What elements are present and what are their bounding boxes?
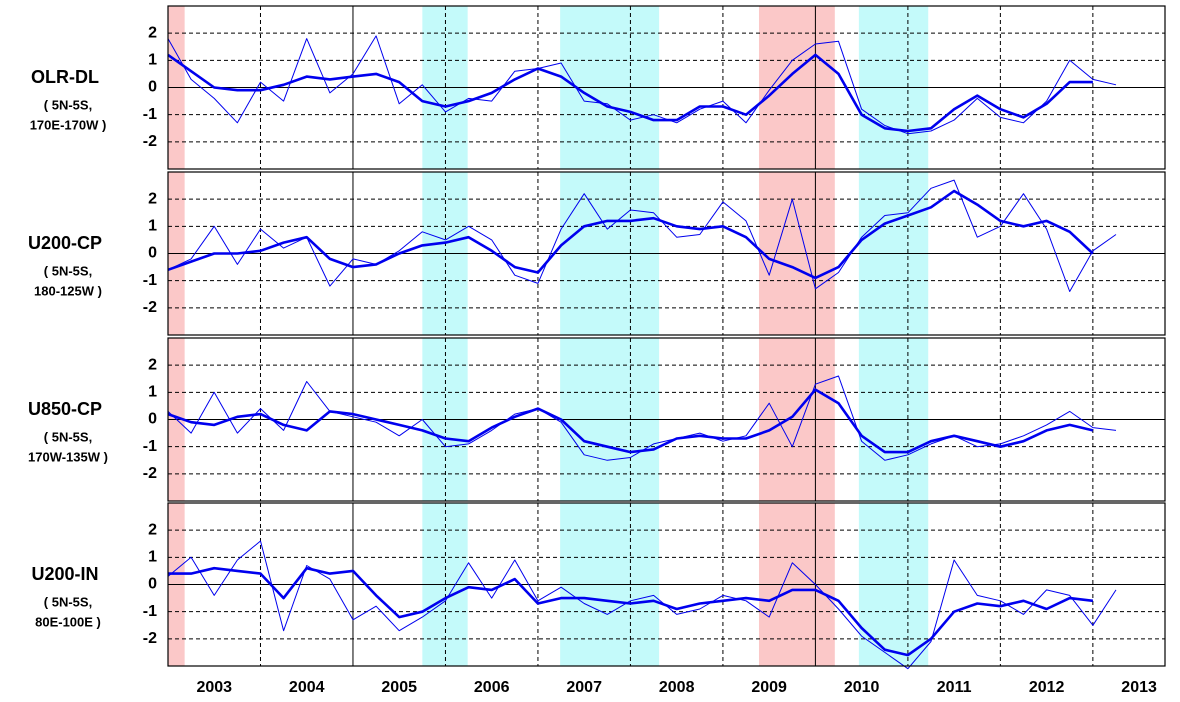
y-tick-label: 2 [148,190,157,207]
panel-subtitle: ( 5N-5S, [44,594,92,609]
y-tick-label: 1 [148,52,157,69]
y-tick-label: 1 [148,549,157,566]
panel-subtitle: 170E-170W ) [30,117,107,132]
panel-subtitle: ( 5N-5S, [44,97,92,112]
smoothed-line [167,189,1094,280]
x-tick-label: 2009 [751,679,787,696]
panel-subtitle: 80E-100E ) [35,614,101,629]
y-tick-label: -1 [143,603,157,620]
x-tick-label: 2005 [381,679,417,696]
panel-title: U200-IN [31,564,98,584]
smoothed-line [167,388,1094,454]
monthly-line [167,179,1117,292]
y-tick-label: 1 [148,218,157,235]
x-tick-label: 2010 [844,679,880,696]
y-tick-label: 2 [148,24,157,41]
y-tick-label: 1 [148,384,157,401]
x-tick-label: 2013 [1121,679,1157,696]
y-tick-label: 0 [148,79,157,96]
y-tick-label: -2 [143,465,157,482]
x-tick-label: 2007 [566,679,602,696]
x-tick-label: 2008 [659,679,695,696]
panel-subtitle: ( 5N-5S, [44,429,92,444]
y-tick-label: -2 [143,630,157,647]
monthly-line [167,540,1117,670]
y-tick-label: 0 [148,245,157,262]
panel-subtitle: 180-125W ) [34,283,102,298]
monthly-line [167,35,1117,135]
smoothed-line [167,53,1093,133]
x-tick-label: 2011 [937,679,972,696]
y-tick-label: -1 [143,106,157,123]
y-tick-label: -1 [143,272,157,289]
panel-frame [167,171,1166,336]
smoothed-line [168,566,1094,657]
x-tick-label: 2003 [196,679,232,696]
y-tick-label: 0 [148,411,157,428]
panel-title: U200-CP [28,233,102,253]
y-tick-label: -2 [143,133,157,150]
y-tick-label: 2 [148,521,157,538]
x-tick-label: 2004 [289,679,325,696]
panel-title: U850-CP [28,399,102,419]
panel-frame [167,5,1166,170]
panel-subtitle: ( 5N-5S, [44,263,92,278]
panel-frame [167,502,1166,667]
y-tick-label: 0 [148,576,157,593]
y-tick-label: -1 [143,438,157,455]
x-tick-label: 2012 [1029,679,1065,696]
panel-subtitle: 170W-135W ) [28,449,108,464]
y-tick-label: -2 [143,299,157,316]
panel-title: OLR-DL [31,67,99,87]
x-tick-label: 2006 [474,679,510,696]
panel-frame [167,337,1166,502]
y-tick-label: 2 [148,356,157,373]
